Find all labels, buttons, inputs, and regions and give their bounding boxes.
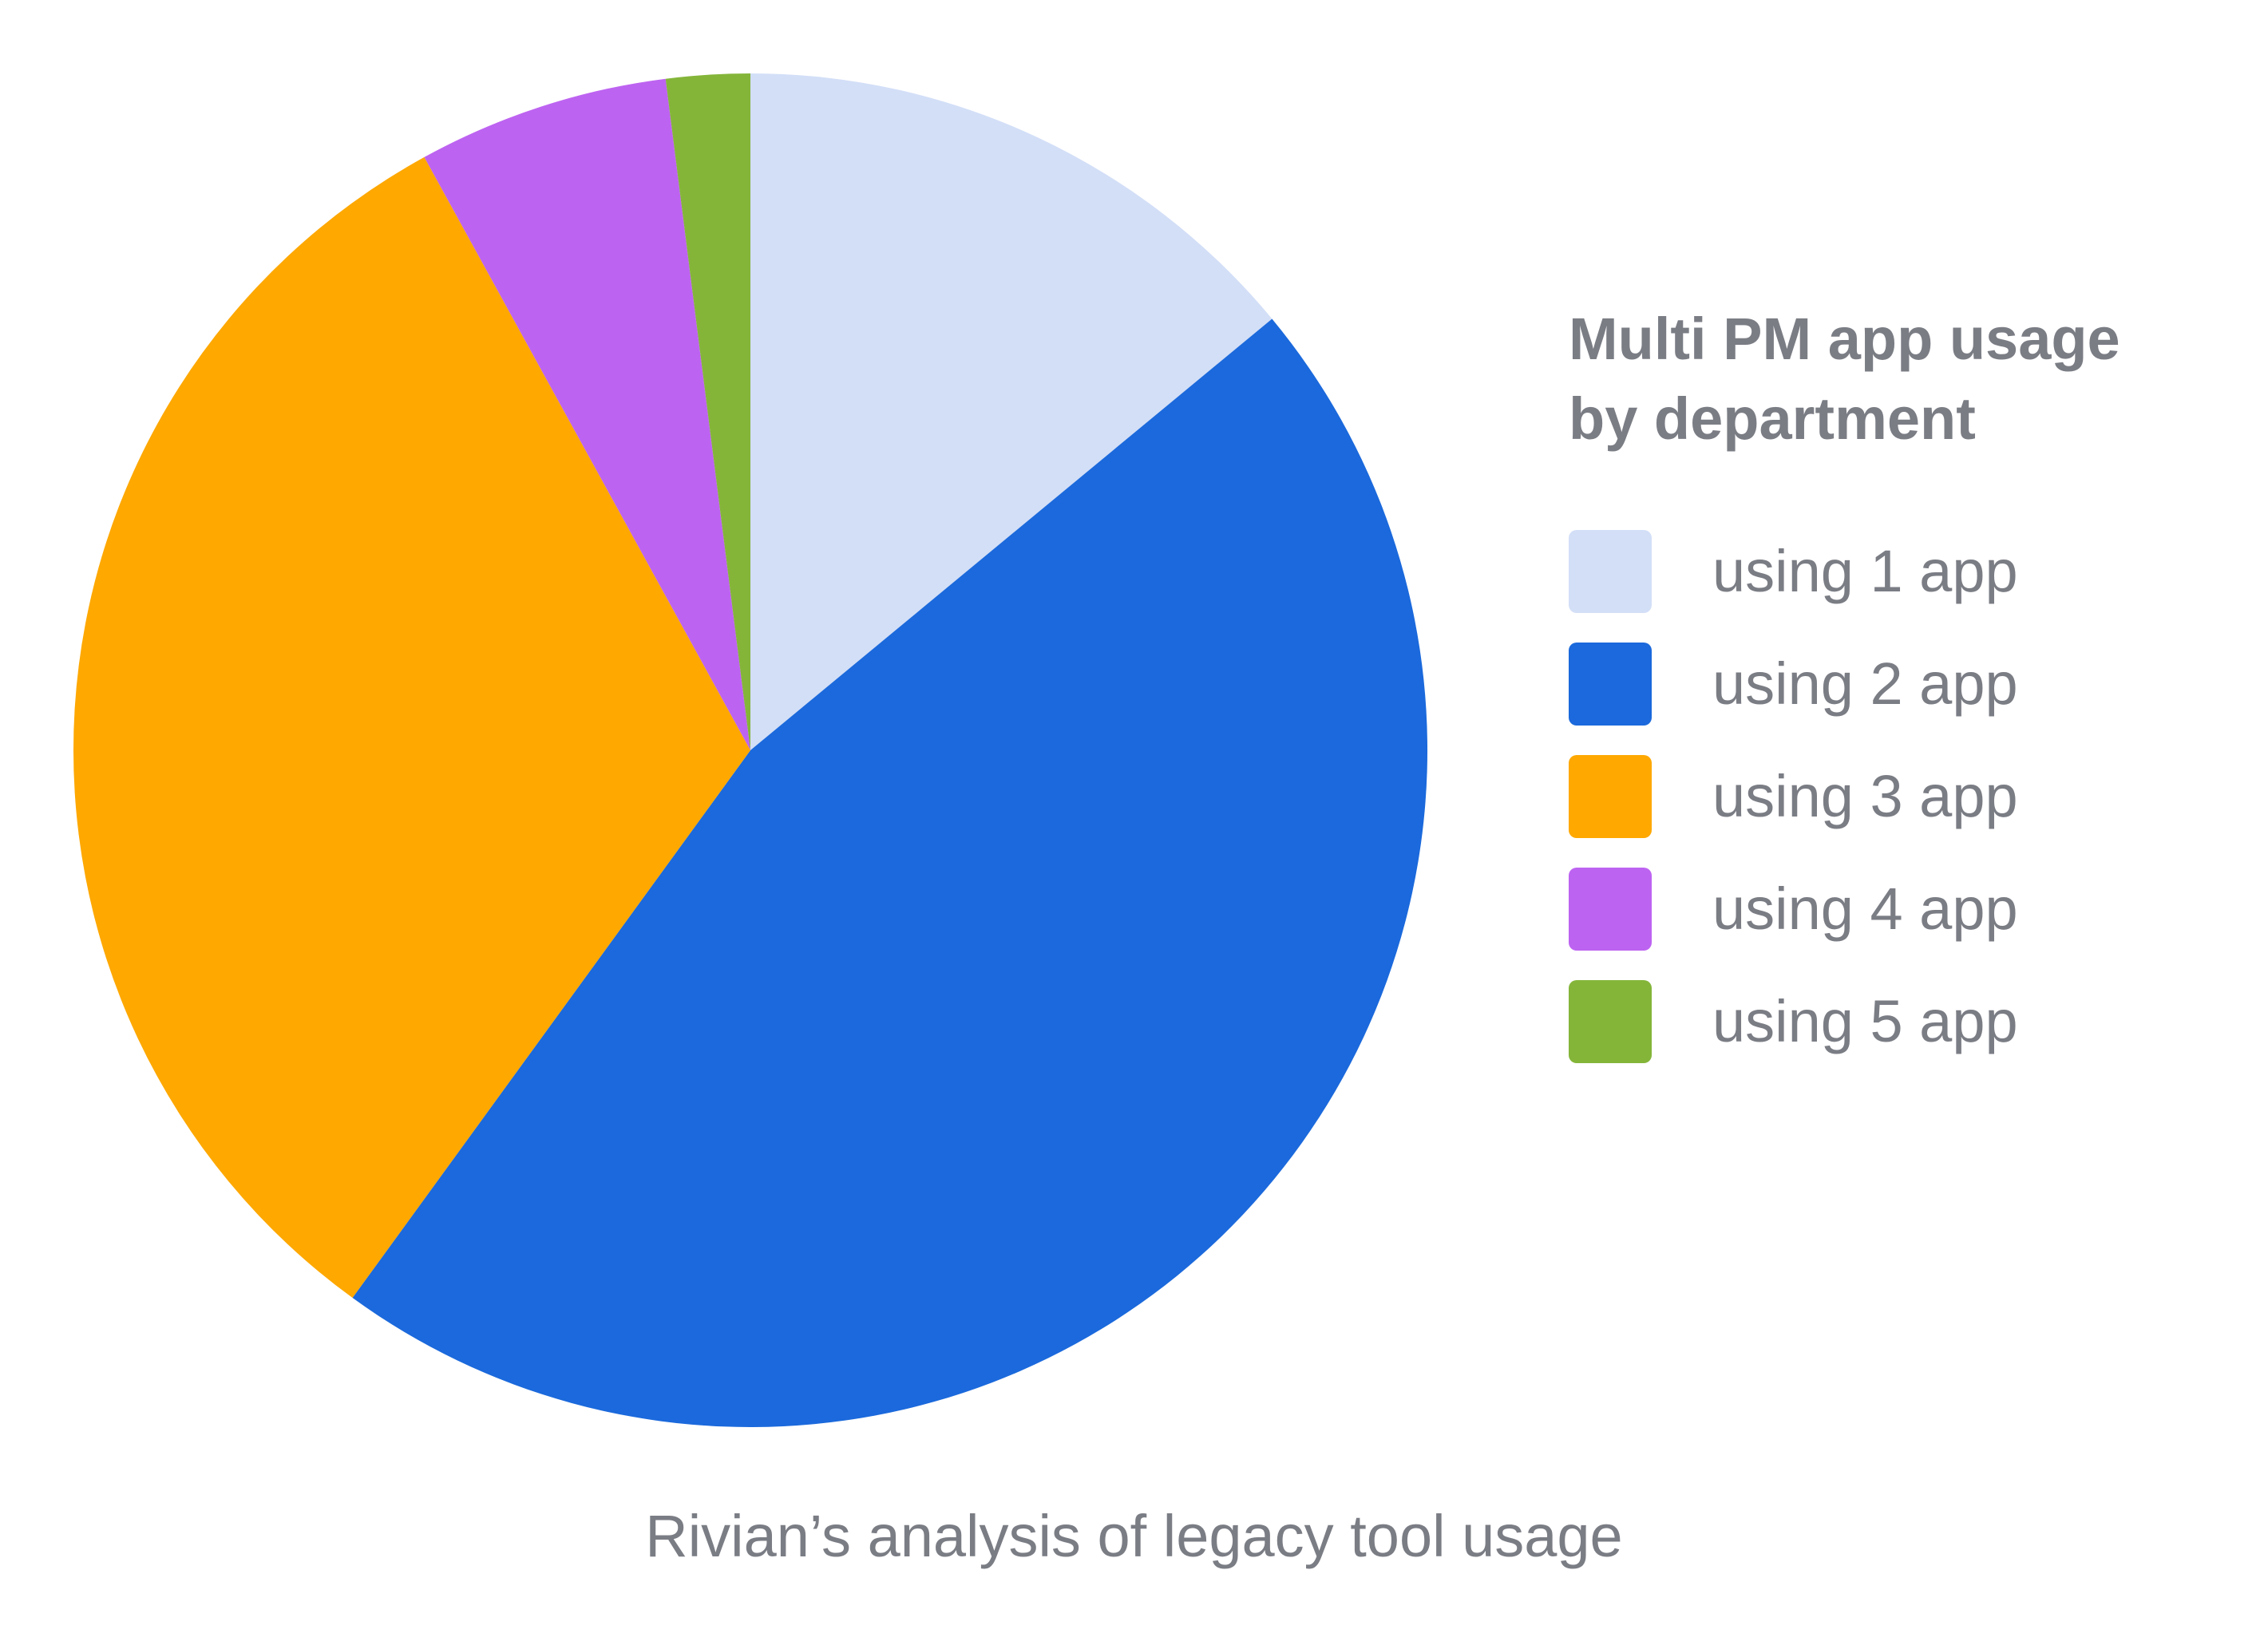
- pie-slice-using-3-app: [73, 156, 750, 1299]
- legend-item-using-3-app: using 3 app: [1569, 740, 2255, 852]
- legend-item-using-1-app: using 1 app: [1569, 515, 2255, 627]
- legend-swatch: [1569, 867, 1652, 951]
- legend-swatch: [1569, 979, 1652, 1063]
- legend-item-using-5-app: using 5 app: [1569, 965, 2255, 1078]
- pie-slice-using-2-app: [352, 318, 1428, 1428]
- legend-label: using 5 app: [1712, 988, 2018, 1054]
- legend-swatch: [1569, 754, 1652, 838]
- legend-title-line-2: by department: [1569, 386, 1976, 452]
- legend-title: Multi PM app usage by department: [1569, 299, 2255, 459]
- legend-label: using 2 app: [1712, 650, 2018, 717]
- legend-label: using 4 app: [1712, 876, 2018, 942]
- pie-slice-using-5-app: [665, 73, 750, 750]
- legend-swatch: [1569, 642, 1652, 726]
- legend-title-line-1: Multi PM app usage: [1569, 306, 2120, 372]
- legend-label: using 3 app: [1712, 763, 2018, 829]
- chart-caption: Rivian’s analysis of legacy tool usage: [645, 1503, 1623, 1569]
- legend-item-using-4-app: using 4 app: [1569, 852, 2255, 965]
- legend: Multi PM app usage by department using 1…: [1569, 299, 2255, 1078]
- pie-slice-using-4-app: [424, 78, 750, 750]
- legend-label: using 1 app: [1712, 538, 2018, 604]
- legend-swatch: [1569, 529, 1652, 613]
- legend-item-using-2-app: using 2 app: [1569, 627, 2255, 740]
- pie-slice-using-1-app: [750, 73, 1273, 750]
